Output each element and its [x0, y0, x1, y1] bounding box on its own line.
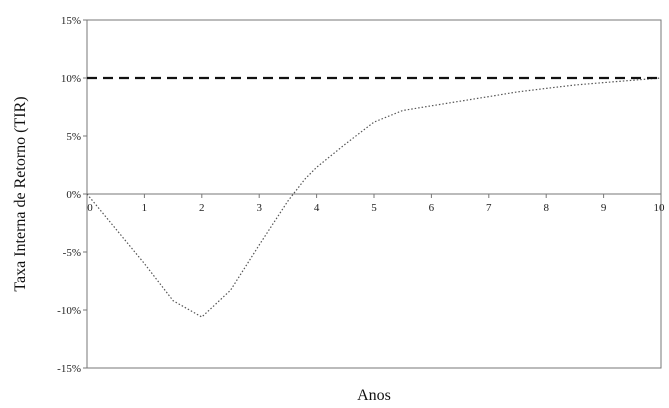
y-tick-label: 0%	[66, 189, 81, 201]
y-axis-title: Taxa Interna de Retorno (TIR)	[12, 96, 29, 291]
tick-marks	[83, 19, 662, 369]
x-tick-label: 1	[142, 202, 148, 214]
y-tick-label: 10%	[61, 73, 81, 85]
y-tick-labels: -15% -10% -5% 0% 5% 10% 15%	[57, 15, 81, 375]
x-tick-label: 9	[601, 202, 607, 214]
x-tick-labels: 0 1 2 3 4 5 6 7 8 9 10	[87, 202, 665, 214]
irr-series-line	[86, 77, 662, 318]
series-group	[86, 76, 662, 318]
x-tick-label: 8	[543, 202, 549, 214]
x-tick-label: 6	[429, 202, 435, 214]
x-tick-label: 3	[256, 202, 262, 214]
y-tick-label: 5%	[66, 131, 81, 143]
x-tick-label: 5	[371, 202, 377, 214]
y-tick-label: -10%	[57, 305, 81, 317]
y-tick-label: -5%	[63, 247, 81, 259]
x-tick-label: 2	[199, 202, 205, 214]
x-tick-label: 0	[87, 202, 93, 214]
x-tick-label: 4	[314, 202, 320, 214]
y-tick-label: -15%	[57, 363, 81, 375]
x-tick-label: 10	[654, 202, 666, 214]
x-tick-label: 7	[486, 202, 492, 214]
y-tick-label: 15%	[61, 15, 81, 27]
x-axis-title: Anos	[357, 387, 391, 404]
